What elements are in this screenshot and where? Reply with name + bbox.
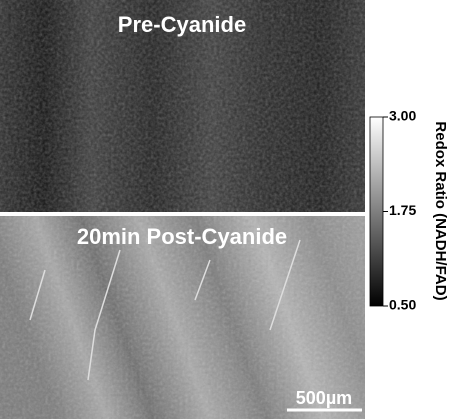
colorbar-tick-label: 0.50	[389, 297, 416, 313]
colorbar-label: Redox Ratio (NADH/FAD)	[432, 121, 449, 300]
colorbar	[370, 117, 383, 306]
panel-title: 20min Post-Cyanide	[77, 224, 287, 249]
panel-title: Pre-Cyanide	[118, 12, 246, 37]
colorbar-tick-label: 1.75	[389, 202, 416, 218]
scale-bar-label: 500µm	[296, 388, 352, 408]
colorbar-tick-label: 3.00	[389, 108, 416, 124]
figure: Pre-Cyanide 20min Post-Cyanide 500µm Red…	[0, 0, 461, 419]
